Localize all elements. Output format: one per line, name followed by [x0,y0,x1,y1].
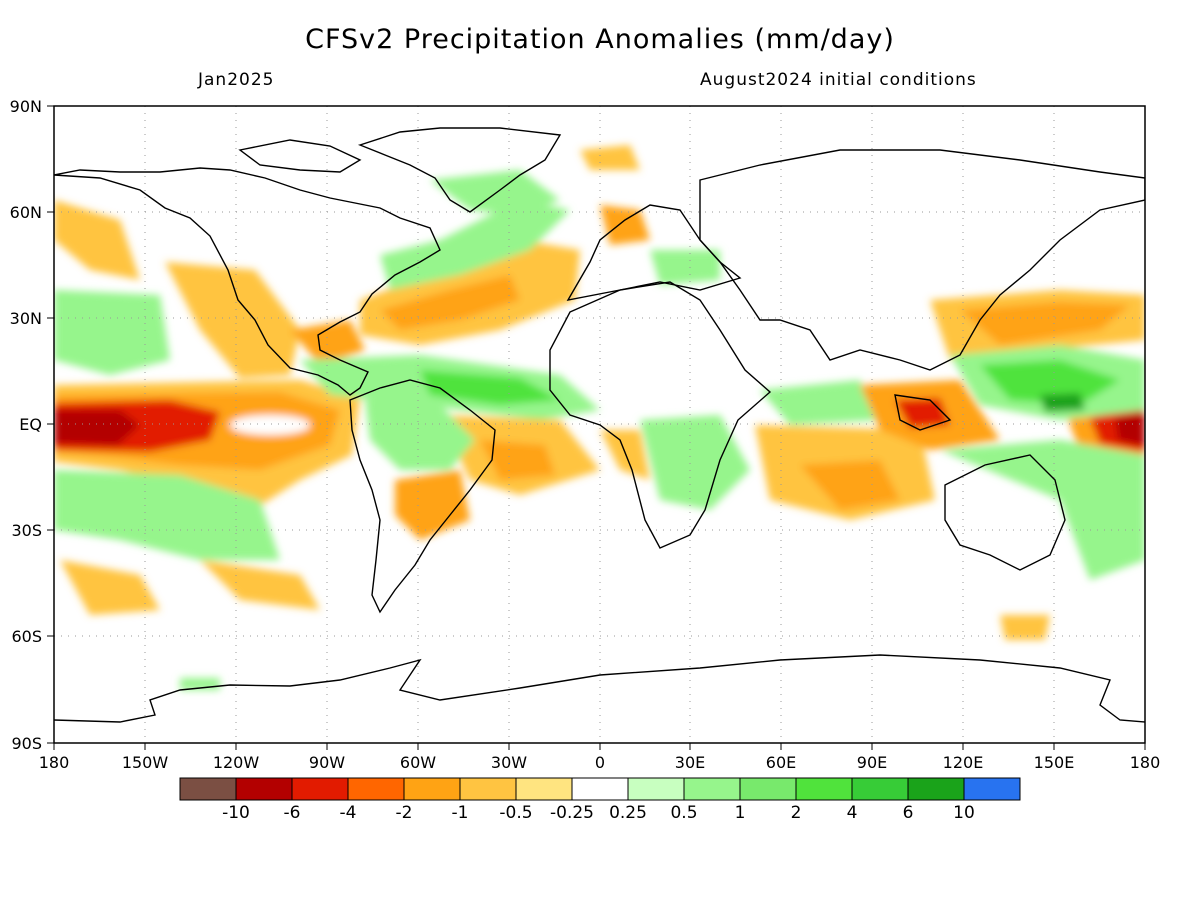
colorbar-swatch [347,777,405,801]
x-tick-label: 60W [400,753,436,772]
x-tick-label: 0 [595,753,605,772]
colorbar-label: 6 [903,803,914,823]
africa-coast [549,281,772,549]
x-tick-label: 180 [1130,753,1161,772]
maritime-continent-coast [894,394,952,431]
colorbar-swatch [291,777,349,801]
anomaly-region [600,430,650,480]
anomaly-region [165,262,300,378]
anomaly-region [365,395,475,470]
colorbar-label: 2 [791,803,802,823]
anomaly-region [290,320,365,365]
anomaly-region [980,360,1120,405]
colorbar-swatch [683,777,741,801]
anomaly-region [580,145,640,170]
y-axis-labels: 90N 60N 30N EQ 30S 60S 90S [10,97,42,753]
colorbar-label: 0.25 [609,803,647,823]
colorbar-swatch [235,777,293,801]
x-tick-label: 150W [122,753,169,772]
colorbar-label: 10 [953,803,975,823]
colorbar-swatch [795,777,853,801]
anomaly-region [480,440,555,480]
x-tick-label: 120W [213,753,260,772]
forecast-month: Jan2025 [198,70,275,90]
colorbar-label: 0.5 [670,803,697,823]
initial-conditions: August2024 initial conditions [700,70,977,90]
anomaly-region [800,460,900,510]
anomaly-region [430,170,560,215]
anomaly-field [54,145,1145,690]
anomaly-region [640,415,750,510]
colorbar-swatch [571,777,629,801]
colorbar-label: -0.5 [499,803,532,823]
colorbar: -10 -6 -4 -2 -1 -0.5 -0.25 0.25 0.5 1 2 4 6 10 [179,777,1021,823]
anomaly-region [230,415,310,435]
anomaly-region [54,200,140,280]
y-tick-label: 60S [11,627,42,646]
anomaly-region [54,410,140,445]
colorbar-swatch [851,777,909,801]
colorbar-label: -10 [222,803,250,823]
south-america-coast [349,379,496,614]
colorbar-swatch [907,777,965,801]
greenland-coast [357,127,562,213]
anomaly-region [1000,615,1050,640]
australia-coast [944,454,1066,571]
y-tick-label: 30N [10,309,42,328]
coastlines [54,127,1145,723]
chart-title: CFSv2 Precipitation Anomalies (mm/day) [305,24,895,55]
colorbar-label: -0.25 [550,803,594,823]
anomaly-region [1040,393,1085,412]
x-tick-label: 180 [39,753,70,772]
anomaly-region [1115,412,1145,446]
anomaly-region [200,560,320,610]
anomaly-region [760,380,880,425]
x-tick-label: 60E [766,753,796,772]
x-tick-label: 30E [675,753,705,772]
x-tick-label: 30W [491,753,527,772]
anomaly-region [940,440,1145,580]
anomaly-region [380,200,570,290]
anomaly-region [54,290,170,375]
colorbar-label: -6 [284,803,301,823]
anomaly-region [395,470,470,540]
colorbar-swatch [627,777,685,801]
anomaly-region [420,370,560,405]
x-tick-label: 90E [857,753,887,772]
colorbar-swatch [515,777,573,801]
y-tick-label: 90N [10,97,42,116]
colorbar-swatch [459,777,517,801]
anomaly-region [960,302,1130,345]
x-tick-label: 90W [309,753,345,772]
anomaly-region [60,560,160,615]
x-axis-labels: 180 150W 120W 90W 60W 30W 0 30E 60E 90E … [39,753,1161,772]
colorbar-swatch [403,777,461,801]
asia-coast [699,149,1145,371]
colorbar-label: -2 [396,803,413,823]
colorbar-swatch [739,777,797,801]
x-tick-label: 120E [943,753,984,772]
tick-marks [47,105,1146,750]
colorbar-label: 1 [735,803,746,823]
north-america-coast [54,167,441,396]
anomaly-region [54,470,280,560]
antarctica-coast [54,654,1145,723]
colorbar-label: -1 [452,803,469,823]
y-tick-label: 60N [10,203,42,222]
anomaly-region [600,205,650,245]
colorbar-label: 4 [847,803,858,823]
colorbar-swatch [179,777,237,801]
y-tick-label: 30S [11,521,42,540]
colorbar-label: -4 [340,803,357,823]
y-tick-label: EQ [19,415,42,434]
anomaly-region [380,275,520,330]
anomaly-region [650,250,720,285]
colorbar-swatch [963,777,1021,801]
arctic-islands-coast [238,139,362,173]
y-tick-label: 90S [11,734,42,753]
x-tick-label: 150E [1034,753,1075,772]
